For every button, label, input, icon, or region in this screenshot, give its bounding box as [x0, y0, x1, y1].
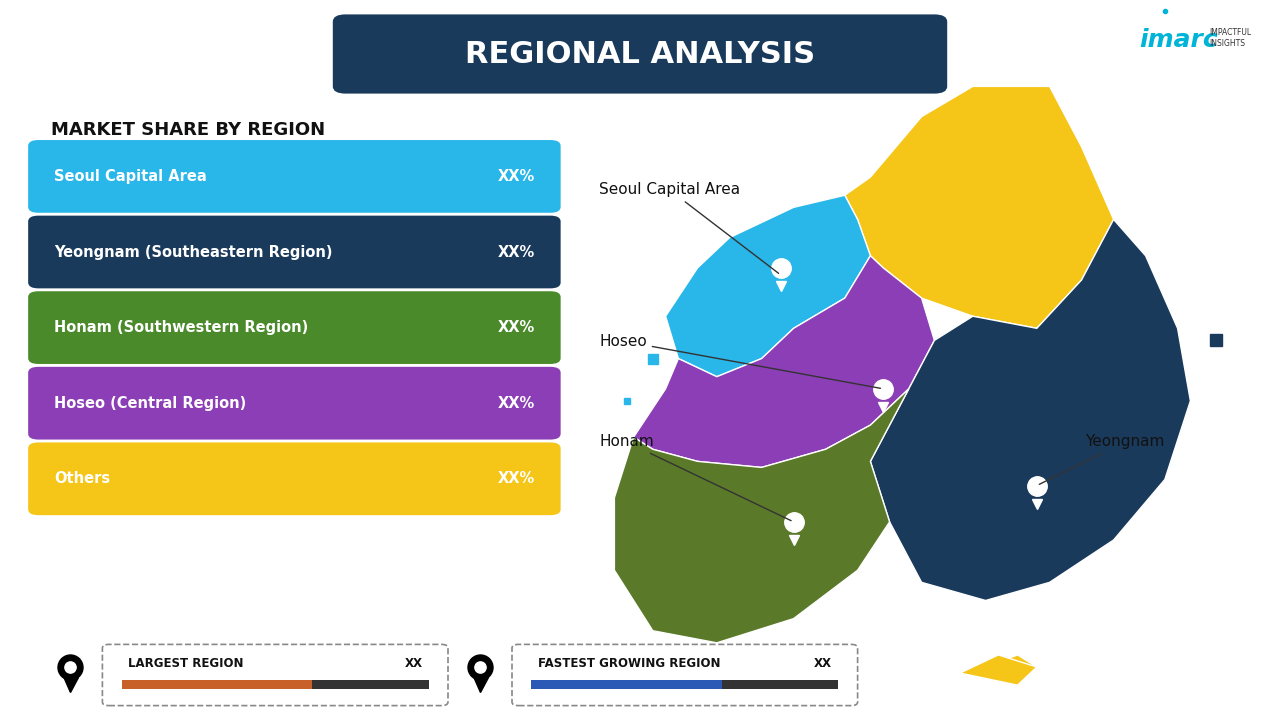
Polygon shape [845, 86, 1114, 328]
Text: XX%: XX% [498, 472, 535, 486]
FancyBboxPatch shape [333, 14, 947, 94]
FancyBboxPatch shape [102, 644, 448, 706]
Text: IMPACTFUL: IMPACTFUL [1210, 28, 1252, 37]
Text: INSIGHTS: INSIGHTS [1210, 39, 1245, 48]
FancyBboxPatch shape [28, 292, 561, 364]
Text: Honam: Honam [599, 434, 791, 521]
Text: REGIONAL ANALYSIS: REGIONAL ANALYSIS [465, 40, 815, 68]
Polygon shape [870, 220, 1190, 600]
Text: MARKET SHARE BY REGION: MARKET SHARE BY REGION [51, 121, 325, 139]
FancyBboxPatch shape [28, 140, 561, 213]
Text: Yeongnam: Yeongnam [1039, 434, 1165, 485]
Text: LARGEST REGION: LARGEST REGION [128, 657, 243, 670]
Text: imarc: imarc [1139, 27, 1219, 52]
FancyBboxPatch shape [28, 216, 561, 289]
Text: XX%: XX% [498, 320, 535, 335]
Text: XX%: XX% [498, 169, 535, 184]
Bar [531, 680, 722, 688]
Bar [531, 680, 838, 688]
Polygon shape [634, 256, 934, 467]
Polygon shape [666, 195, 870, 377]
Text: Yeongnam (Southeastern Region): Yeongnam (Southeastern Region) [54, 245, 333, 259]
Text: Seoul Capital Area: Seoul Capital Area [54, 169, 206, 184]
Text: Others: Others [54, 472, 110, 486]
Text: Hoseo: Hoseo [599, 333, 881, 388]
Text: Honam (Southwestern Region): Honam (Southwestern Region) [54, 320, 308, 335]
FancyBboxPatch shape [28, 367, 561, 439]
Text: Hoseo (Central Region): Hoseo (Central Region) [54, 396, 246, 410]
Polygon shape [986, 655, 1037, 679]
Text: XX: XX [404, 657, 422, 670]
Text: XX: XX [814, 657, 832, 670]
Bar [122, 680, 429, 688]
Text: FASTEST GROWING REGION: FASTEST GROWING REGION [538, 657, 721, 670]
Text: Seoul Capital Area: Seoul Capital Area [599, 182, 778, 274]
Text: XX%: XX% [498, 396, 535, 410]
FancyBboxPatch shape [28, 442, 561, 516]
Text: XX%: XX% [498, 245, 535, 259]
Polygon shape [614, 389, 909, 643]
Bar [122, 680, 312, 688]
FancyBboxPatch shape [512, 644, 858, 706]
Polygon shape [960, 655, 1037, 685]
